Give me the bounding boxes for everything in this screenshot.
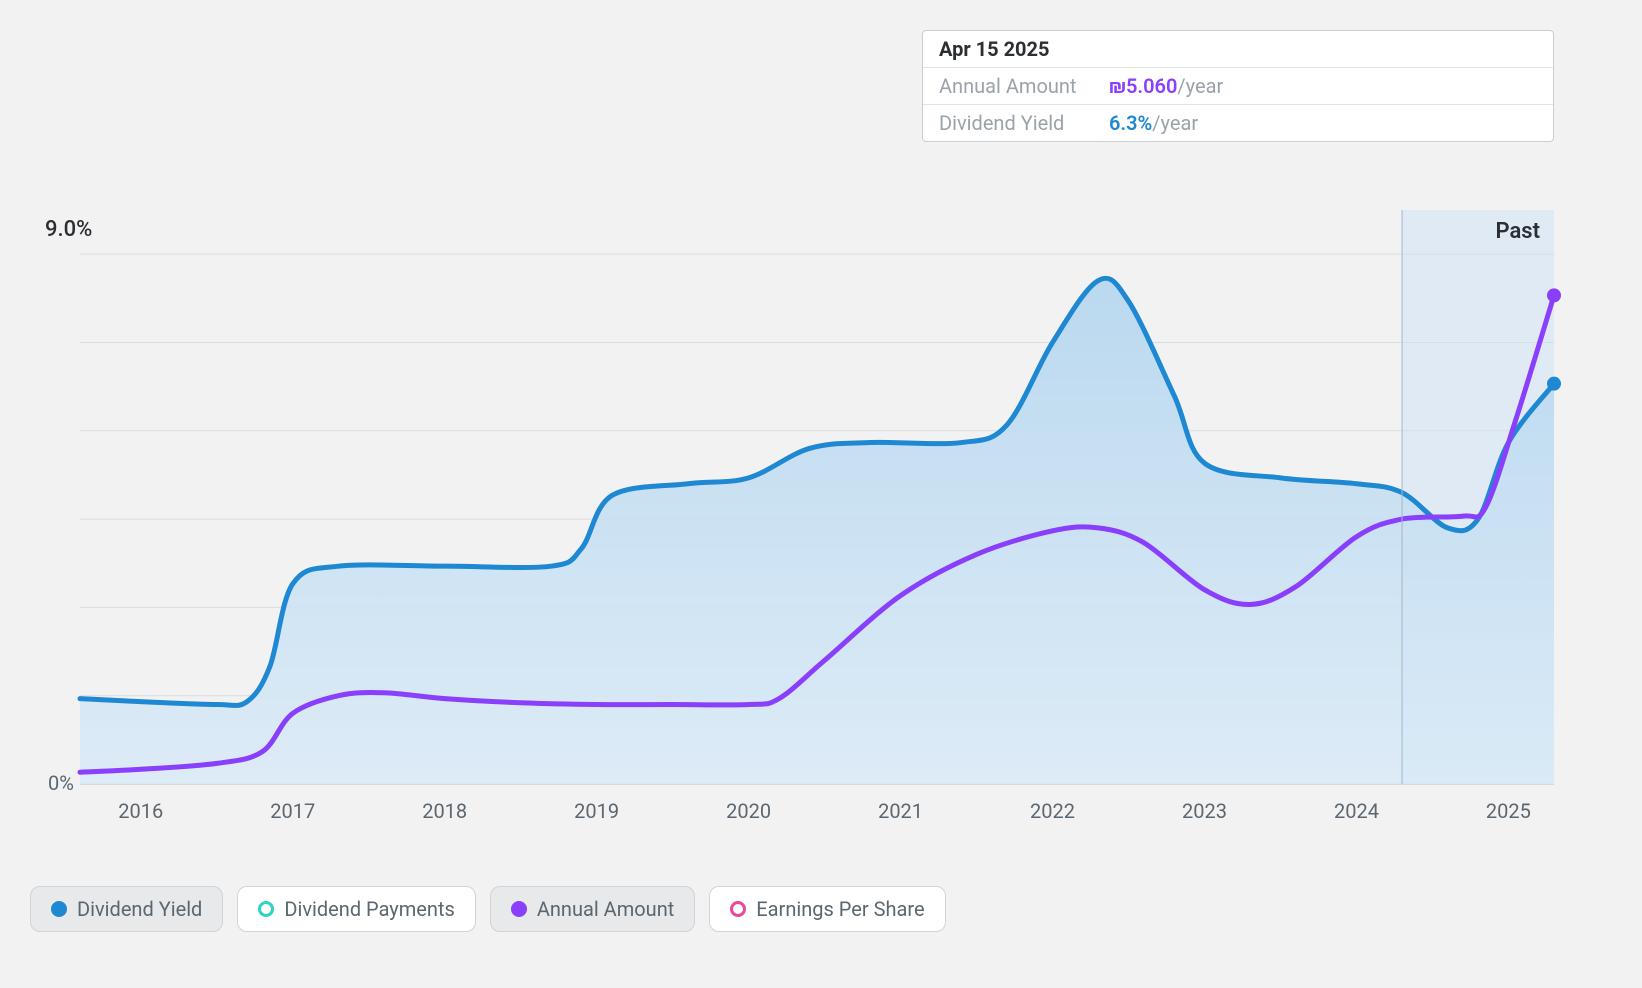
x-axis-tick-label: 2021	[878, 799, 923, 823]
chart-legend: Dividend Yield Dividend Payments Annual Am…	[30, 886, 946, 932]
chart-tooltip: Apr 15 2025 Annual Amount ₪5.060/year Di…	[922, 30, 1554, 142]
tooltip-label: Dividend Yield	[939, 111, 1109, 135]
legend-label: Dividend Payments	[284, 897, 454, 921]
past-region-label: Past	[1495, 219, 1540, 244]
legend-label: Annual Amount	[537, 897, 674, 921]
tooltip-row-annual-amount: Annual Amount ₪5.060/year	[923, 67, 1553, 104]
chart-canvas: 9.0% 0% Past 2016 2017 2018 2019 2020 2021 2022 20…	[0, 0, 1642, 988]
legend-item-annual-amount[interactable]: Annual Amount	[490, 886, 695, 932]
tooltip-value: ₪5.060/year	[1109, 74, 1223, 98]
annual-amount-end-marker	[1547, 288, 1561, 302]
y-axis-top-label: 9.0%	[45, 217, 92, 242]
x-axis-tick-label: 2022	[1030, 799, 1075, 823]
x-axis-tick-label: 2016	[118, 799, 163, 823]
legend-item-dividend-payments[interactable]: Dividend Payments	[237, 886, 475, 932]
legend-swatch-icon	[730, 901, 746, 917]
dividend-yield-end-marker	[1547, 377, 1561, 391]
tooltip-date: Apr 15 2025	[939, 37, 1049, 61]
x-axis-tick-label: 2025	[1486, 799, 1531, 823]
legend-item-earnings-per-share[interactable]: Earnings Per Share	[709, 886, 945, 932]
x-axis-tick-label: 2020	[726, 799, 771, 823]
legend-item-dividend-yield[interactable]: Dividend Yield	[30, 886, 223, 932]
legend-swatch-icon	[258, 901, 274, 917]
legend-swatch-icon	[511, 901, 527, 917]
tooltip-row-dividend-yield: Dividend Yield 6.3%/year	[923, 104, 1553, 141]
tooltip-label: Annual Amount	[939, 74, 1109, 98]
y-axis-bottom-label: 0%	[48, 771, 74, 795]
legend-swatch-icon	[51, 901, 67, 917]
dividend-chart: 9.0% 0% Past 2016 2017 2018 2019 2020 2021 2022 20…	[0, 0, 1642, 988]
x-axis-tick-label: 2023	[1182, 799, 1227, 823]
legend-label: Dividend Yield	[77, 897, 202, 921]
x-axis-tick-label: 2018	[422, 799, 467, 823]
x-axis-tick-label: 2017	[270, 799, 315, 823]
x-axis-tick-label: 2024	[1334, 799, 1379, 823]
x-axis-tick-label: 2019	[574, 799, 619, 823]
legend-label: Earnings Per Share	[756, 897, 924, 921]
tooltip-value: 6.3%/year	[1109, 111, 1198, 135]
